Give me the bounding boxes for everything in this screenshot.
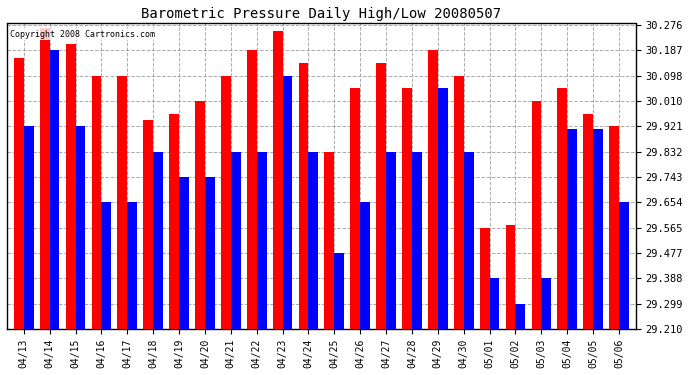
Bar bbox=[195, 101, 205, 329]
Text: Copyright 2008 Cartronics.com: Copyright 2008 Cartronics.com bbox=[10, 30, 155, 39]
Bar bbox=[205, 177, 215, 329]
Bar bbox=[567, 129, 577, 329]
Bar bbox=[101, 202, 111, 329]
Bar bbox=[221, 76, 231, 329]
Bar bbox=[558, 88, 567, 329]
Bar bbox=[299, 63, 308, 329]
Bar bbox=[402, 88, 412, 329]
Bar bbox=[66, 44, 75, 329]
Bar bbox=[464, 152, 473, 329]
Bar bbox=[583, 114, 593, 329]
Bar bbox=[231, 152, 241, 329]
Bar bbox=[609, 126, 619, 329]
Bar bbox=[144, 120, 153, 329]
Bar bbox=[351, 88, 360, 329]
Title: Barometric Pressure Daily High/Low 20080507: Barometric Pressure Daily High/Low 20080… bbox=[141, 7, 502, 21]
Bar bbox=[127, 202, 137, 329]
Bar bbox=[506, 225, 515, 329]
Bar bbox=[179, 177, 189, 329]
Bar bbox=[490, 278, 500, 329]
Bar bbox=[428, 50, 438, 329]
Bar bbox=[438, 88, 448, 329]
Bar bbox=[515, 304, 525, 329]
Bar bbox=[619, 202, 629, 329]
Bar bbox=[376, 63, 386, 329]
Bar bbox=[273, 31, 283, 329]
Bar bbox=[454, 76, 464, 329]
Bar bbox=[531, 101, 542, 329]
Bar bbox=[480, 228, 490, 329]
Bar bbox=[75, 126, 86, 329]
Bar bbox=[360, 202, 370, 329]
Bar bbox=[593, 129, 603, 329]
Bar bbox=[23, 126, 34, 329]
Bar bbox=[335, 253, 344, 329]
Bar bbox=[117, 76, 127, 329]
Bar bbox=[247, 50, 257, 329]
Bar bbox=[542, 278, 551, 329]
Bar bbox=[257, 152, 266, 329]
Bar bbox=[283, 76, 293, 329]
Bar bbox=[153, 152, 163, 329]
Bar bbox=[308, 152, 318, 329]
Bar bbox=[92, 76, 101, 329]
Bar bbox=[324, 152, 335, 329]
Bar bbox=[50, 50, 59, 329]
Bar bbox=[14, 58, 23, 329]
Bar bbox=[386, 152, 396, 329]
Bar bbox=[412, 152, 422, 329]
Bar bbox=[40, 28, 50, 329]
Bar bbox=[169, 114, 179, 329]
